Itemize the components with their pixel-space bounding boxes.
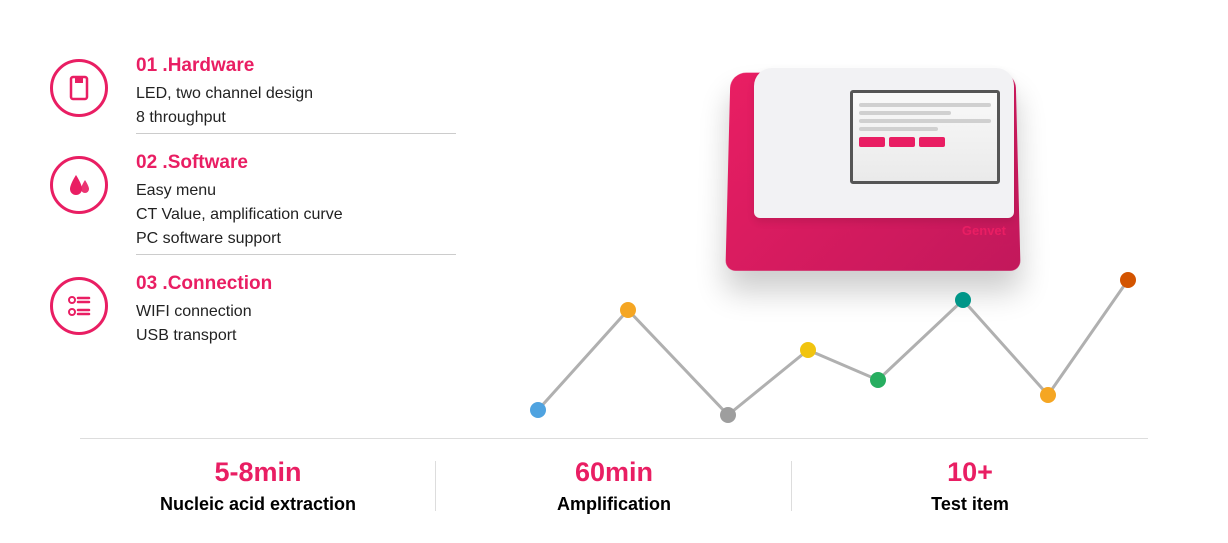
stat-amplification: 60min Amplification	[436, 457, 792, 515]
feature-line: PC software support	[136, 230, 570, 248]
hardware-icon	[50, 59, 108, 117]
feature-line: 8 throughput	[136, 109, 570, 127]
feature-line: Easy menu	[136, 182, 570, 200]
feature-hardware: 01 .Hardware LED, two channel design 8 t…	[50, 55, 570, 144]
feature-software: 02 .Software Easy menu CT Value, amplifi…	[50, 152, 570, 265]
stat-label: Test item	[792, 494, 1148, 515]
feature-title: 03 .Connection	[136, 273, 570, 295]
stat-label: Nucleic acid extraction	[80, 494, 436, 515]
feature-title: 01 .Hardware	[136, 55, 570, 77]
infographic-container: 01 .Hardware LED, two channel design 8 t…	[0, 0, 1228, 543]
stat-value: 60min	[436, 457, 792, 488]
feature-line: USB transport	[136, 327, 570, 345]
stat-testitem: 10+ Test item	[792, 457, 1148, 515]
stat-value: 10+	[792, 457, 1148, 488]
stat-extraction: 5-8min Nucleic acid extraction	[80, 457, 436, 515]
list-icon	[50, 277, 108, 335]
main-content: 01 .Hardware LED, two channel design 8 t…	[50, 40, 1178, 430]
feature-line: LED, two channel design	[136, 85, 570, 103]
feature-line: WIFI connection	[136, 303, 570, 321]
stat-label: Amplification	[436, 494, 792, 515]
device-illustration: Genvet	[718, 60, 1028, 280]
stat-value: 5-8min	[80, 457, 436, 488]
feature-title: 02 .Software	[136, 152, 570, 174]
visual-column: Genvet	[518, 40, 1138, 430]
divider	[136, 133, 456, 134]
feature-line: CT Value, amplification curve	[136, 206, 570, 224]
device-brand-label: Genvet	[962, 223, 1006, 238]
divider	[136, 254, 456, 255]
stats-row: 5-8min Nucleic acid extraction 60min Amp…	[80, 438, 1148, 515]
feature-connection: 03 .Connection WIFI connection USB trans…	[50, 273, 570, 351]
features-column: 01 .Hardware LED, two channel design 8 t…	[50, 40, 570, 430]
line-chart	[518, 265, 1138, 430]
droplet-icon	[50, 156, 108, 214]
